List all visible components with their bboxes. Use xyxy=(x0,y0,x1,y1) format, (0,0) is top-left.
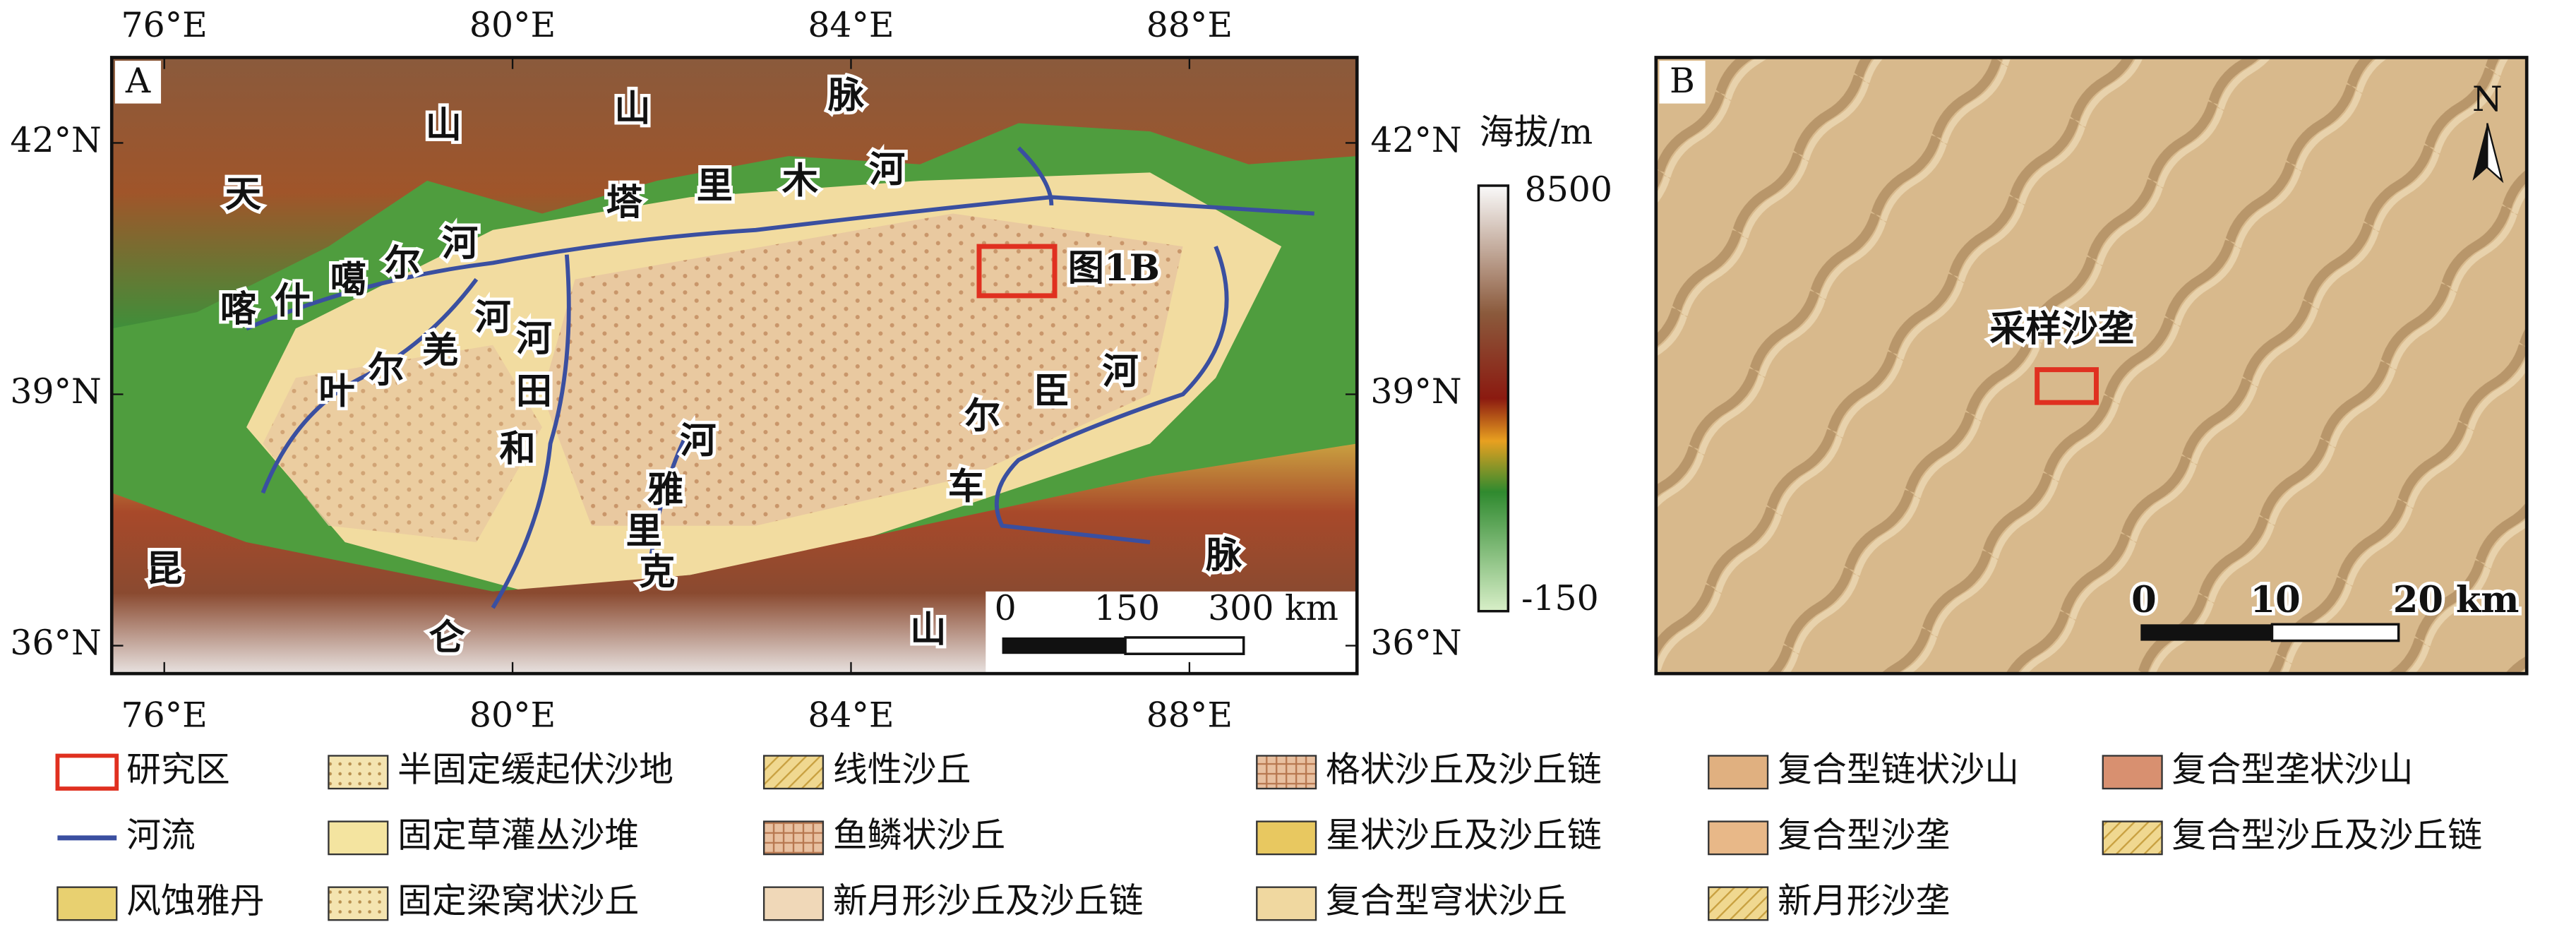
legend-swatch xyxy=(328,886,389,921)
place-label: 塔 xyxy=(606,181,643,224)
legend-swatch xyxy=(762,755,825,790)
lat-label: 36°N xyxy=(10,623,101,663)
legend-swatch xyxy=(1256,755,1317,790)
lat-label: 36°N xyxy=(1370,623,1461,663)
place-label: 和 xyxy=(499,428,535,470)
scale-label: 10 xyxy=(2251,579,2301,621)
legend-title: 海拔/m xyxy=(1480,112,1593,152)
place-label: 里 xyxy=(697,165,733,208)
panel-label-bg xyxy=(1659,61,1706,104)
lon-label: 76°E xyxy=(121,695,208,735)
scale-label: 20 km xyxy=(2393,579,2520,621)
scale-label: 0 xyxy=(2131,579,2157,621)
place-label: 河 xyxy=(442,222,478,265)
lon-label: 88°E xyxy=(1146,5,1233,45)
legend-label: 复合型沙丘及沙丘链 xyxy=(2172,815,2483,855)
place-label: 尔 xyxy=(368,349,404,391)
place-label: 尔 xyxy=(385,242,421,285)
legend-swatch xyxy=(2102,820,2163,856)
place-label: 河 xyxy=(475,297,511,339)
place-label: 臣 xyxy=(1034,371,1070,413)
place-label: 雅 xyxy=(647,469,683,511)
place-label: 车 xyxy=(948,465,984,508)
legend-label: 固定草灌丛沙堆 xyxy=(397,815,639,855)
legend-label: 复合型垄状沙山 xyxy=(2172,749,2414,789)
lon-label: 80°E xyxy=(469,5,556,45)
legend-label: 复合型沙垄 xyxy=(1778,815,1950,855)
place-label: 脉 xyxy=(1206,534,1242,577)
place-label: 河 xyxy=(869,148,905,191)
lat-label: 42°N xyxy=(10,120,101,160)
legend-swatch xyxy=(1708,886,1769,921)
lon-label: 84°E xyxy=(808,5,894,45)
legend-label: 鱼鳞状沙丘 xyxy=(833,815,1005,855)
panel-label: A xyxy=(125,61,151,101)
panel-label: B xyxy=(1670,61,1695,101)
place-label: 羌 xyxy=(422,329,458,371)
place-label: 什 xyxy=(275,280,311,323)
legend-swatch xyxy=(762,820,825,856)
place-label: 仑 xyxy=(429,617,465,659)
place-label: 山 xyxy=(910,609,946,651)
lon-label: 88°E xyxy=(1146,695,1233,735)
place-label: 噶 xyxy=(330,258,366,301)
panel-label-bg xyxy=(114,61,162,104)
scale-label: 150 xyxy=(1094,588,1160,628)
place-label: 里 xyxy=(626,510,662,552)
legend-swatch xyxy=(2102,755,2163,790)
legend-label: 复合型链状沙山 xyxy=(1778,749,2019,789)
legend-label: 研究区 xyxy=(126,749,230,789)
legend-swatch xyxy=(56,886,118,921)
legend-label: 线性沙丘 xyxy=(833,749,971,789)
scale-label: 0 xyxy=(995,588,1017,628)
lon-label: 80°E xyxy=(469,695,556,735)
sample-label: 采样沙垄 xyxy=(1989,308,2134,350)
lon-label: 84°E xyxy=(808,695,894,735)
north-label: N xyxy=(2472,79,2503,119)
legend-swatch xyxy=(1708,820,1769,856)
legend-label: 新月形沙丘及沙丘链 xyxy=(833,880,1144,921)
legend-label: 新月形沙垄 xyxy=(1778,880,1950,921)
elevation-bar xyxy=(1477,184,1510,613)
place-label: 山 xyxy=(426,104,462,147)
place-label: 脉 xyxy=(828,75,865,117)
legend-label: 星状沙丘及沙丘链 xyxy=(1326,815,1602,855)
legend-swatch xyxy=(1256,820,1317,856)
legend-label: 风蚀雅丹 xyxy=(126,880,264,921)
place-label: 尔 xyxy=(964,395,1000,437)
place-label: 河 xyxy=(516,318,552,360)
place-label: 山 xyxy=(614,88,650,130)
place-label: 田 xyxy=(516,371,552,413)
place-label: 克 xyxy=(639,551,675,594)
legend-max: 8500 xyxy=(1525,169,1612,210)
legend-min: -150 xyxy=(1521,578,1599,618)
legend-swatch xyxy=(55,753,119,791)
map-a xyxy=(112,57,1358,674)
legend-label: 半固定缓起伏沙地 xyxy=(397,749,673,789)
legend-swatch xyxy=(328,755,389,790)
legend-swatch xyxy=(1708,755,1769,790)
place-label: 天 xyxy=(225,173,261,215)
study-area-label: 图1B xyxy=(1068,247,1160,289)
legend-label: 固定梁窝状沙丘 xyxy=(397,880,639,921)
place-label: 河 xyxy=(1103,351,1139,393)
lat-label: 42°N xyxy=(1370,120,1461,160)
place-label: 河 xyxy=(680,419,716,462)
place-label: 木 xyxy=(782,160,819,203)
map-b xyxy=(1655,57,2527,674)
legend-label: 复合型穹状沙丘 xyxy=(1326,880,1567,921)
lat-label: 39°N xyxy=(10,371,101,412)
lon-label: 76°E xyxy=(121,5,208,45)
lat-label: 39°N xyxy=(1370,371,1461,412)
legend-label: 河流 xyxy=(126,815,196,855)
legend-swatch xyxy=(1256,886,1317,921)
legend-label: 格状沙丘及沙丘链 xyxy=(1326,749,1602,789)
place-label: 喀 xyxy=(220,288,256,330)
scale-label: 300 km xyxy=(1208,588,1338,628)
legend-swatch xyxy=(762,886,825,921)
place-label: 叶 xyxy=(318,371,354,413)
legend-swatch xyxy=(328,820,389,856)
place-label: 昆 xyxy=(146,548,182,590)
